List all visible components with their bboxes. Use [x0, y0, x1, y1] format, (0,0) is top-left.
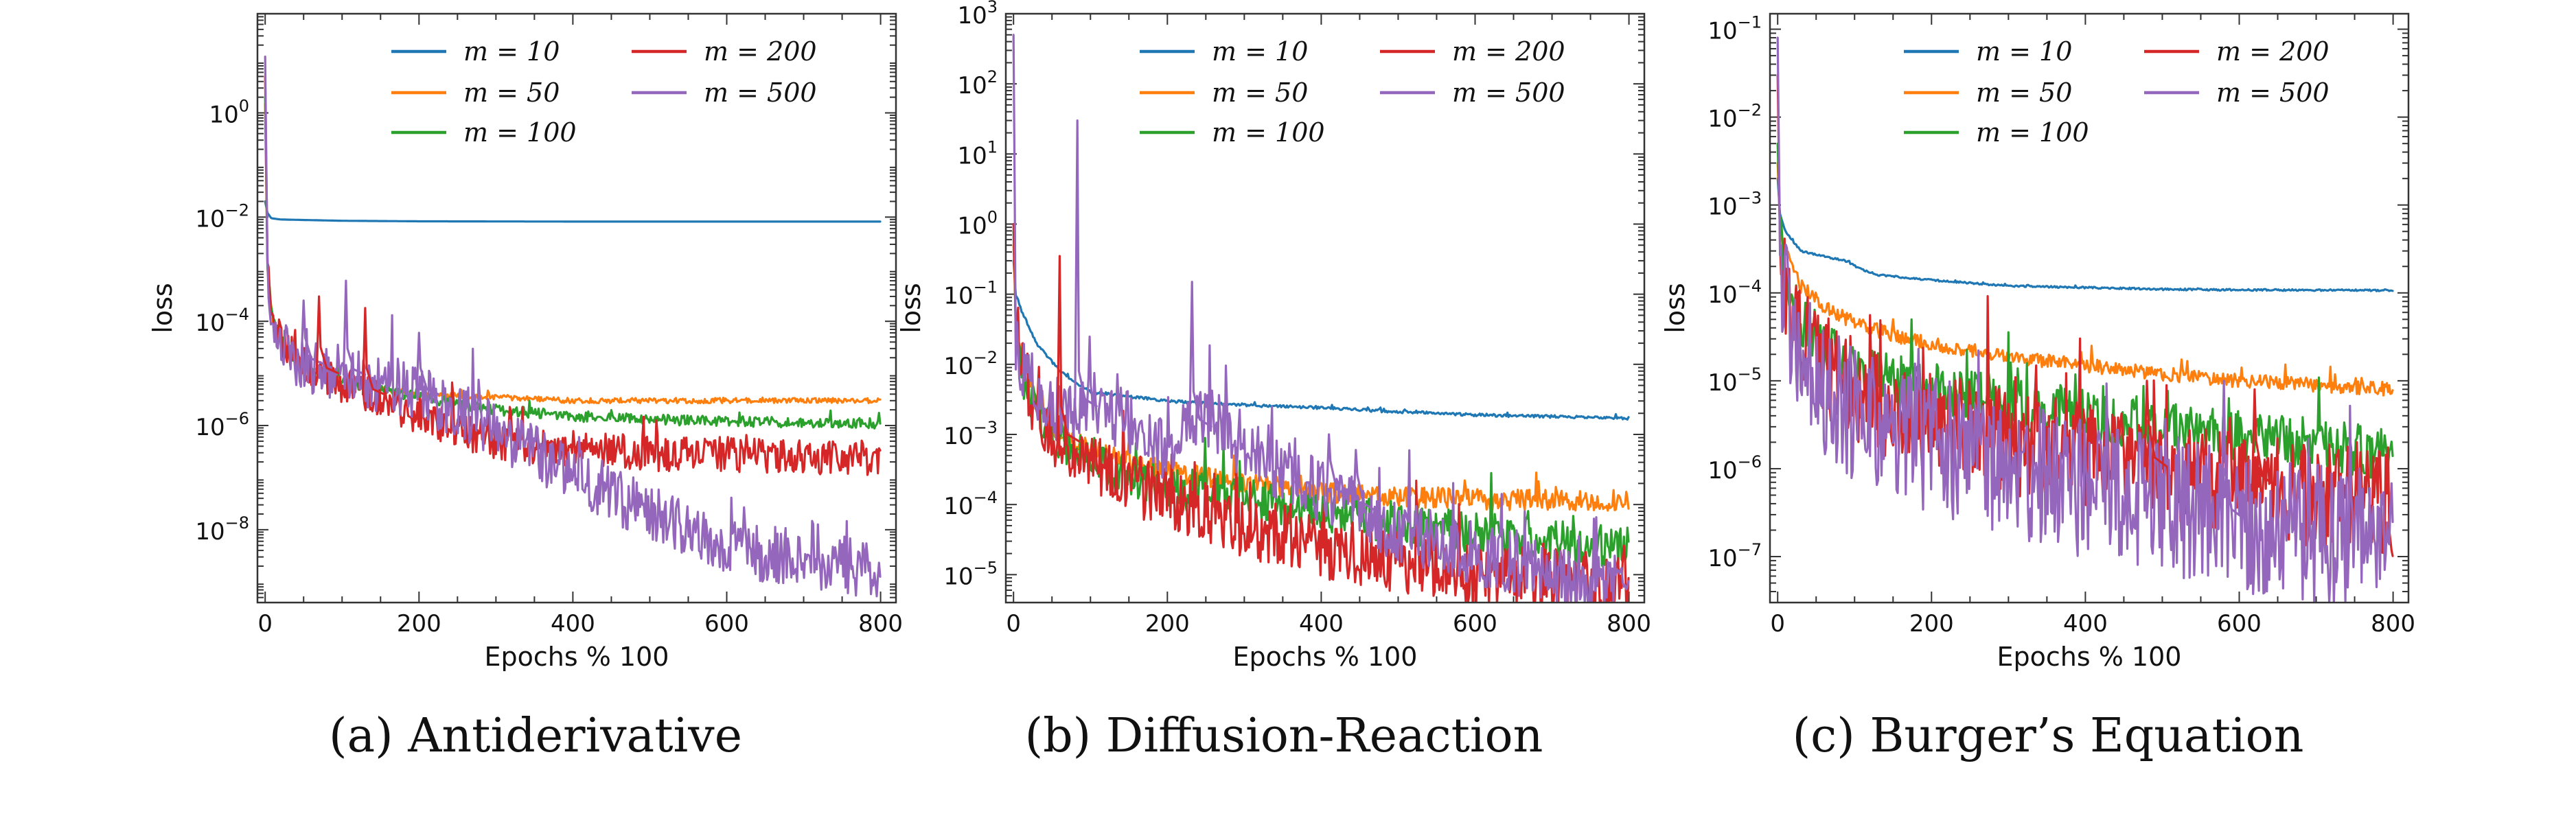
plot-frame — [1004, 12, 1646, 604]
x-tick-label: 800 — [1607, 610, 1651, 638]
y-tick-label: 10−1 — [943, 278, 998, 310]
legend: m = 10 m = 50 m = 100 m = 200 m = 500 — [1904, 36, 2330, 148]
legend-label: m = 10 — [463, 36, 560, 67]
y-tick-label: 100 — [209, 96, 249, 128]
y-tick-label: 10−7 — [1707, 540, 1762, 572]
y-tick-label: 10−3 — [943, 418, 998, 450]
x-tick-label: 0 — [1006, 610, 1021, 638]
legend-label: m = 50 — [1976, 78, 2072, 108]
x-tick-label: 400 — [551, 610, 595, 638]
y-tick-label: 10−2 — [195, 200, 249, 233]
y-tick-label: 100 — [957, 208, 998, 240]
series-line-500 — [1776, 36, 2394, 603]
x-tick-label: 0 — [1770, 610, 1785, 638]
x-tick-label: 600 — [704, 610, 749, 638]
y-tick-label: 10−5 — [1707, 364, 1762, 397]
series-spike — [1352, 449, 1377, 512]
y-axis-label: loss — [896, 283, 926, 333]
y-tick-label: 10−4 — [1707, 277, 1762, 309]
y-tick-label: 10−6 — [1707, 452, 1762, 485]
panel-caption: (a) Antiderivative — [329, 709, 742, 763]
legend-label: m = 200 — [1452, 36, 1565, 67]
x-tick-label: 800 — [858, 610, 903, 638]
y-tick-label: 10−3 — [1707, 189, 1762, 221]
legend-label: m = 500 — [1452, 78, 1565, 108]
series-spike — [1056, 255, 1081, 443]
plot-frame — [256, 12, 897, 604]
series-spike — [1188, 281, 1212, 428]
x-tick-label: 400 — [1299, 610, 1344, 638]
series-spike — [300, 299, 324, 365]
y-tick-label: 10−8 — [195, 513, 249, 546]
y-axis-label: loss — [1660, 283, 1690, 333]
x-tick-label: 600 — [2217, 610, 2262, 638]
x-axis-label: Epochs % 100 — [1997, 642, 2182, 672]
legend-label: m = 200 — [704, 36, 817, 67]
series-spike — [2143, 380, 2167, 467]
panel-burgers-equation: 10−1 10−2 10−3 10−4 10−5 10−6 10−7 0 200 400 600 80… — [1660, 13, 2415, 763]
x-tick-label: 400 — [2063, 610, 2108, 638]
x-tick-label: 200 — [397, 610, 441, 638]
series-line-500 — [264, 55, 882, 598]
panel-antiderivative: 100 10−2 10−4 10−6 10−8 0 200 400 600 800 Epochs %… — [148, 12, 903, 763]
series-line-10 — [1776, 177, 2394, 292]
panel-caption: (c) Burger’s Equation — [1793, 709, 2304, 763]
series-spike — [2220, 380, 2244, 520]
series-spike — [342, 279, 367, 376]
series-spike — [315, 295, 340, 375]
panel-diffusion-reaction: 103 102 101 100 10−1 10−2 10−3 10−4 10−5 0 200 400 6… — [896, 0, 1651, 763]
legend-label: m = 200 — [2216, 36, 2330, 67]
series-spike — [1074, 119, 1098, 408]
plot-frame — [1769, 12, 2410, 604]
y-tick-label: 101 — [957, 137, 998, 170]
y-tick-label: 10−6 — [195, 409, 249, 441]
y-tick-label: 10−4 — [943, 488, 998, 520]
legend: m = 10 m = 50 m = 100 m = 200 m = 500 — [1140, 36, 1565, 148]
series-spike — [1325, 433, 1350, 498]
legend-label: m = 100 — [1976, 117, 2089, 148]
x-tick-label: 0 — [257, 610, 273, 638]
y-tick-label: 10−2 — [943, 348, 998, 380]
legend-label: m = 100 — [463, 117, 577, 148]
legend: m = 10 m = 50 m = 100 m = 200 m = 500 — [391, 36, 817, 148]
x-tick-label: 200 — [1909, 610, 1954, 638]
y-tick-label: 10−4 — [195, 305, 249, 337]
legend-label: m = 50 — [463, 78, 560, 108]
legend-label: m = 100 — [1212, 117, 1325, 148]
y-tick-label: 102 — [957, 67, 998, 100]
panel-caption: (b) Diffusion-Reaction — [1025, 709, 1543, 763]
series-group — [1776, 36, 2394, 603]
series-spike — [2251, 388, 2275, 487]
series-spike — [361, 307, 386, 396]
y-tick-label: 103 — [957, 0, 998, 30]
legend-label: m = 10 — [1976, 36, 2072, 67]
x-tick-label: 600 — [1453, 610, 1497, 638]
y-axis-label: loss — [148, 283, 178, 333]
series-line-10 — [264, 200, 882, 223]
x-axis-label: Epochs % 100 — [1233, 642, 1418, 672]
series-group — [1012, 34, 1630, 603]
x-tick-label: 800 — [2371, 610, 2415, 638]
x-tick-label: 200 — [1145, 610, 1190, 638]
series-spike — [415, 331, 439, 395]
legend-label: m = 500 — [2216, 78, 2330, 108]
legend-label: m = 500 — [704, 78, 817, 108]
series-line-500 — [1012, 34, 1630, 603]
legend-label: m = 50 — [1212, 78, 1308, 108]
y-tick-label: 10−5 — [943, 558, 998, 590]
series-group — [264, 55, 882, 598]
y-tick-label: 10−2 — [1707, 101, 1762, 133]
x-axis-label: Epochs % 100 — [485, 642, 669, 672]
y-tick-label: 10−1 — [1707, 13, 1762, 45]
legend-label: m = 10 — [1212, 36, 1308, 67]
